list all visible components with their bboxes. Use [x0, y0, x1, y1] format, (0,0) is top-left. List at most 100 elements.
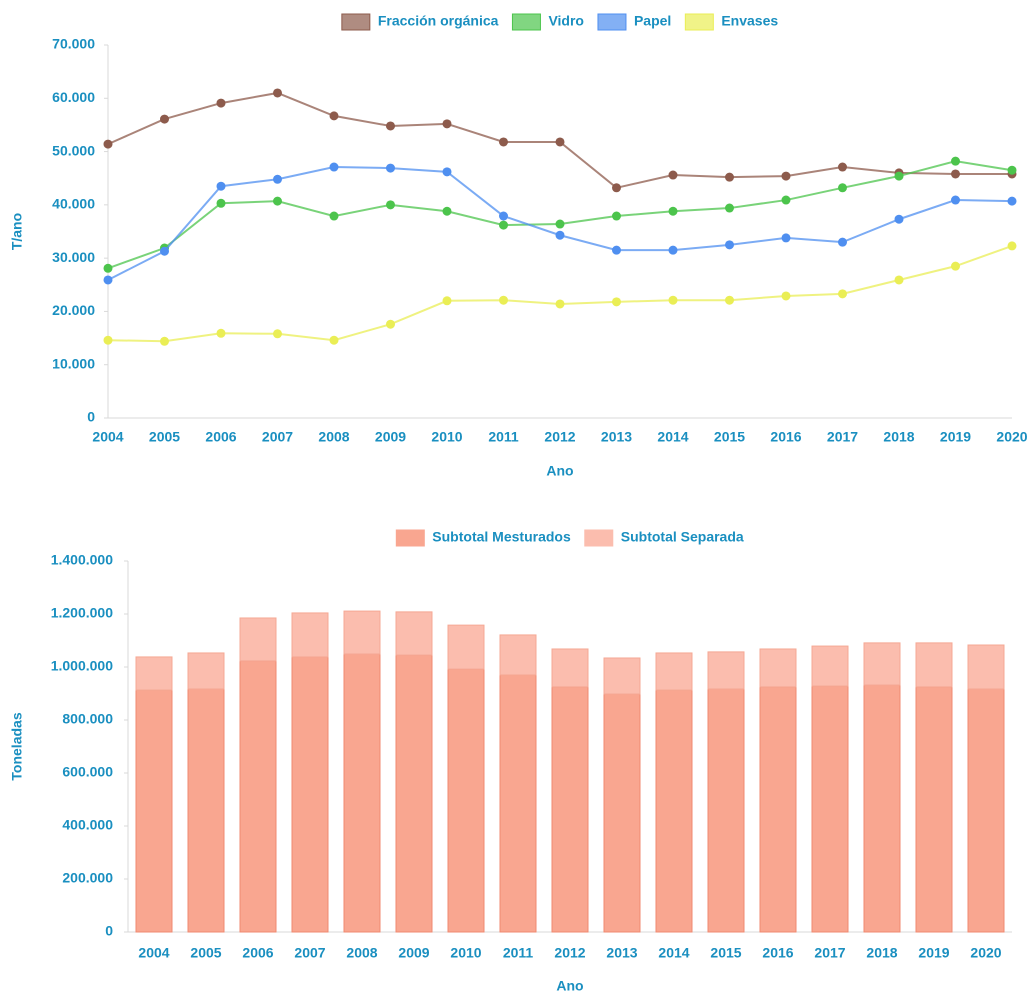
bar-segment — [343, 653, 381, 933]
point — [216, 198, 226, 208]
bar-segment — [499, 634, 537, 676]
point — [668, 245, 678, 255]
point — [781, 171, 791, 181]
point — [499, 220, 508, 230]
x-axis-label: Ano — [556, 978, 583, 994]
x-tick-label: 2012 — [554, 945, 585, 961]
point — [668, 295, 678, 305]
x-tick-label: 2017 — [827, 429, 858, 445]
y-tick-label: 400.000 — [62, 817, 113, 833]
legend-swatch — [395, 529, 425, 547]
point — [555, 299, 565, 309]
legend-label: Subtotal Separada — [621, 529, 744, 545]
x-tick-label: 2013 — [601, 429, 632, 445]
bar-segment — [551, 648, 589, 688]
point — [1007, 165, 1017, 175]
x-tick-label: 2018 — [866, 945, 897, 961]
y-tick-label: 1.000.000 — [51, 658, 113, 674]
y-tick-label: 0 — [87, 409, 95, 425]
y-tick-label: 600.000 — [62, 764, 113, 780]
point — [442, 206, 452, 216]
point — [499, 211, 508, 221]
point — [273, 88, 282, 98]
point — [555, 219, 565, 229]
x-tick-label: 2015 — [714, 429, 745, 445]
point — [273, 329, 282, 339]
point — [668, 206, 678, 216]
point — [160, 114, 169, 124]
x-tick-label: 2020 — [970, 945, 1001, 961]
point — [781, 291, 791, 301]
legend-label: Vidro — [548, 13, 584, 29]
bar-segment — [239, 617, 277, 662]
bar-segment — [343, 610, 381, 655]
point — [612, 297, 621, 307]
legend-swatch — [341, 13, 371, 31]
point — [725, 203, 734, 213]
bar-segment — [187, 688, 225, 933]
point — [103, 263, 113, 273]
point — [499, 295, 508, 305]
bar-segment — [291, 612, 329, 658]
x-tick-label: 2005 — [149, 429, 180, 445]
x-tick-label: 2007 — [262, 429, 293, 445]
point — [386, 121, 395, 131]
x-tick-label: 2019 — [940, 429, 971, 445]
bar-segment — [707, 688, 745, 933]
point — [555, 230, 565, 240]
bar-segment — [967, 688, 1005, 933]
legend-label: Fracción orgánica — [378, 13, 499, 29]
bar-segment — [915, 642, 953, 688]
point — [499, 137, 508, 147]
point — [668, 170, 678, 180]
x-tick-label: 2006 — [242, 945, 273, 961]
bar-segment — [395, 654, 433, 933]
point — [386, 163, 395, 173]
point — [725, 172, 734, 182]
point — [216, 181, 226, 191]
point — [329, 335, 339, 345]
bar-segment — [551, 686, 589, 933]
point — [329, 111, 339, 121]
legend-label: Subtotal Mesturados — [432, 529, 571, 545]
y-tick-label: 30.000 — [52, 249, 95, 265]
x-tick-label: 2016 — [762, 945, 793, 961]
legend-swatch — [584, 529, 614, 547]
y-tick-label: 800.000 — [62, 711, 113, 727]
point — [951, 195, 960, 205]
x-tick-label: 2012 — [544, 429, 575, 445]
y-tick-label: 60.000 — [52, 89, 95, 105]
x-tick-label: 2009 — [375, 429, 406, 445]
y-tick-label: 0 — [105, 923, 113, 939]
y-tick-label: 200.000 — [62, 870, 113, 886]
point — [442, 296, 452, 306]
bar-segment — [187, 652, 225, 690]
x-tick-label: 2010 — [450, 945, 481, 961]
point — [781, 233, 791, 243]
point — [951, 156, 960, 166]
y-axis-label: T/ano — [9, 213, 25, 250]
point — [216, 98, 226, 108]
point — [1007, 241, 1017, 251]
legend-label: Papel — [634, 13, 671, 29]
legend-swatch — [597, 13, 627, 31]
point — [273, 196, 282, 206]
point — [838, 183, 847, 193]
bar-segment — [811, 645, 849, 687]
legend-swatch — [684, 13, 714, 31]
x-tick-label: 2008 — [346, 945, 377, 961]
x-tick-label: 2004 — [92, 429, 123, 445]
legend-label: Envases — [721, 13, 778, 29]
x-tick-label: 2008 — [318, 429, 349, 445]
point — [442, 119, 452, 129]
x-tick-label: 2011 — [488, 429, 519, 445]
x-tick-label: 2020 — [996, 429, 1027, 445]
bar-segment — [603, 657, 641, 695]
bar-segment — [707, 651, 745, 690]
point — [781, 195, 791, 205]
x-tick-label: 2005 — [190, 945, 221, 961]
y-axis-label: Toneladas — [9, 712, 25, 780]
x-tick-label: 2019 — [918, 945, 949, 961]
point — [612, 211, 621, 221]
series-line — [107, 244, 1013, 343]
